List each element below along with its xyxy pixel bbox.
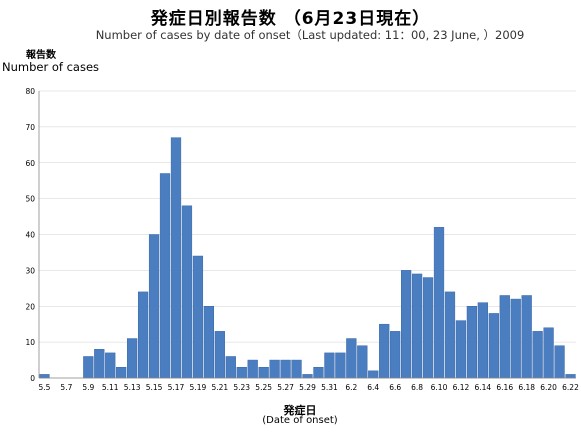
bar-5.24	[247, 359, 258, 379]
bar-5.27	[280, 359, 291, 379]
bar-5.16	[159, 173, 171, 379]
x-tick-label: 5.29	[299, 383, 316, 392]
chart-title: 発症日別報告数 （6月23日現在）	[150, 9, 431, 29]
bar-6.13	[466, 306, 478, 379]
x-tick-label: 5.5	[39, 383, 51, 392]
bar-6.7	[401, 270, 412, 379]
bar-6.5	[379, 323, 390, 379]
x-tick-label: 5.27	[277, 383, 294, 392]
x-tick-label: 5.11	[102, 383, 119, 392]
x-tick-label: 6.4	[367, 383, 379, 392]
bar-6.20	[543, 327, 554, 379]
bar-5.26	[269, 359, 280, 379]
y-tick-label: 40	[25, 231, 35, 240]
y-tick-label: 50	[25, 195, 35, 204]
bar-6.4	[368, 370, 379, 379]
bar-5.14	[137, 291, 149, 379]
x-tick-label: 6.8	[411, 383, 423, 392]
x-tick-label: 5.23	[233, 383, 250, 392]
bar-5.18	[181, 205, 193, 379]
y-tick-label: 10	[25, 338, 35, 347]
y-tick-labels: 0 10 20 30 40 50 60 70 80	[25, 87, 35, 383]
x-tick-label: 6.2	[345, 383, 357, 392]
x-tick-label: 6.6	[389, 383, 401, 392]
bar-5.22	[225, 356, 236, 379]
x-tick-label: 5.9	[82, 383, 94, 392]
bar-6.15	[488, 313, 499, 379]
bar-5.21	[214, 331, 225, 379]
bar-6.1	[335, 352, 346, 379]
x-tick-label: 5.15	[146, 383, 163, 392]
bar-6.3	[357, 345, 368, 379]
chart-subtitle: Number of cases by date of onset（Last up…	[95, 28, 525, 42]
bar-5.10	[94, 349, 105, 379]
x-tick-label: 6.20	[540, 383, 557, 392]
axes	[38, 91, 576, 379]
bar-6.11	[444, 291, 456, 379]
bar-6.9	[422, 277, 434, 379]
bar-6.10	[433, 227, 445, 379]
bar-5.5	[39, 374, 50, 379]
bar-5.31	[324, 352, 335, 379]
bar-5.25	[258, 366, 269, 379]
x-tick-label: 6.22	[562, 383, 579, 392]
bar-5.13	[127, 338, 138, 379]
x-tick-label: 6.12	[453, 383, 470, 392]
bar-6.6	[390, 331, 401, 379]
bars	[39, 137, 576, 379]
x-tick-label: 6.10	[431, 383, 448, 392]
x-axis-label: (Date of onset)	[262, 415, 338, 426]
x-tick-label: 6.16	[496, 383, 513, 392]
x-tick-label: 5.19	[190, 383, 207, 392]
x-tick-label: 5.31	[321, 383, 338, 392]
bar-6.19	[532, 331, 543, 379]
bar-6.18	[521, 295, 532, 379]
bar-6.17	[510, 298, 521, 379]
y-tick-label: 60	[25, 159, 35, 168]
bar-6.14	[477, 302, 488, 379]
bar-5.11	[105, 352, 116, 379]
bar-5.29	[302, 374, 313, 379]
bar-5.15	[148, 234, 160, 379]
bar-6.12	[455, 320, 467, 379]
bar-5.17	[170, 137, 182, 379]
bar-6.8	[411, 273, 423, 379]
y-tick-label: 30	[25, 266, 35, 275]
bar-5.23	[236, 366, 247, 379]
y-tick-label: 80	[25, 87, 35, 96]
bar-5.28	[291, 359, 302, 379]
bar-6.21	[554, 345, 565, 379]
bar-5.9	[83, 356, 94, 379]
x-tick-label: 5.7	[60, 383, 72, 392]
bar-5.20	[203, 306, 215, 379]
y-tick-label: 0	[30, 374, 35, 383]
bar-6.22	[565, 374, 576, 379]
x-tick-label: 6.18	[518, 383, 535, 392]
y-tick-label: 70	[25, 123, 35, 132]
x-tick-label: 5.13	[124, 383, 141, 392]
bar-5.19	[192, 255, 204, 379]
bar-6.2	[346, 338, 357, 379]
y-tick-label: 20	[25, 302, 35, 311]
x-tick-label: 5.17	[168, 383, 185, 392]
x-axis-label-jp: 発症日	[283, 404, 317, 417]
y-axis-label: Number of cases	[2, 60, 100, 74]
bar-5.30	[313, 366, 324, 379]
bar-6.16	[499, 295, 510, 379]
x-tick-labels: 5.5 5.7 5.9 5.11 5.13 5.15 5.17 5.19 5.21 5.23 5.2…	[39, 383, 580, 392]
x-tick-label: 5.21	[211, 383, 228, 392]
y-axis-label-jp: 報告数	[26, 50, 56, 61]
x-tick-label: 6.14	[474, 383, 491, 392]
x-tick-label: 5.25	[255, 383, 272, 392]
bar-5.12	[116, 366, 127, 379]
